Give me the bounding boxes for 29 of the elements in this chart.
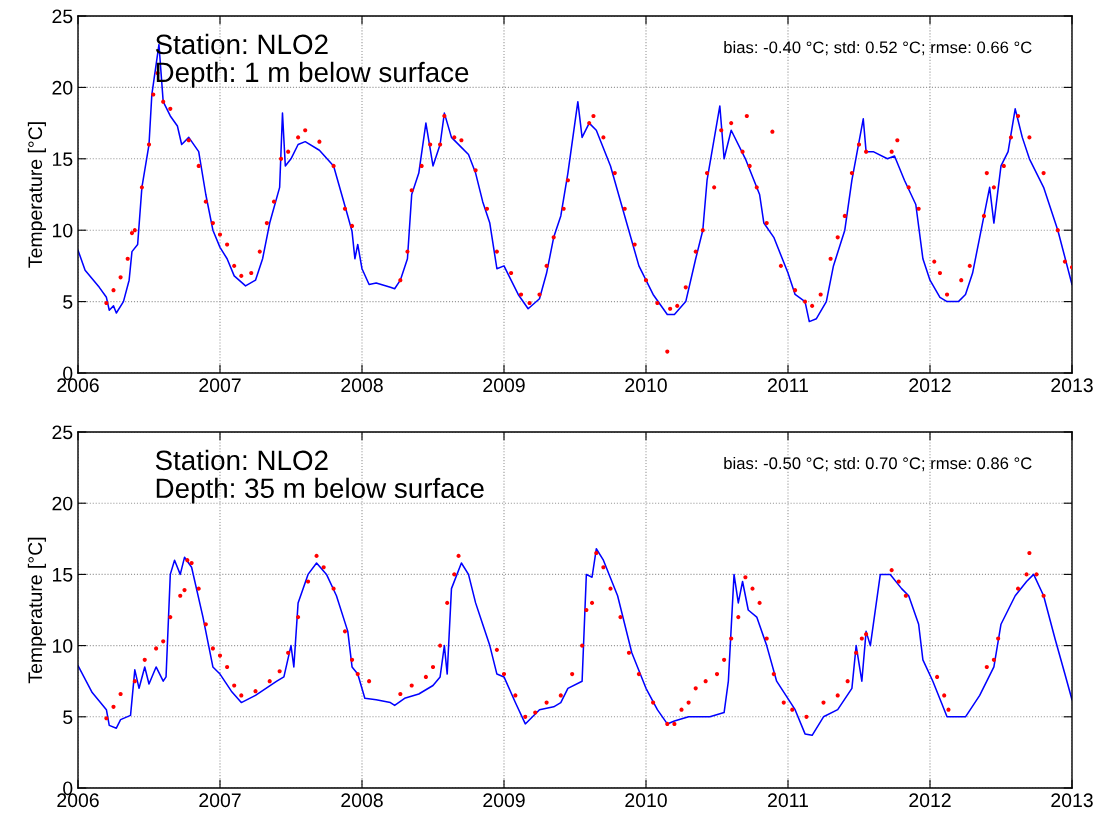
x-tick-label: 2009 bbox=[483, 378, 525, 393]
x-tick-label: 2010 bbox=[625, 378, 667, 393]
y-tick-label: 25 bbox=[52, 425, 73, 440]
x-tick-label: 2011 bbox=[768, 793, 808, 808]
annotation: Station: NLO2 Depth: 35 m below surface bbox=[155, 449, 484, 504]
x-tick-label: 2012 bbox=[909, 378, 951, 393]
y-tick-label: 20 bbox=[52, 80, 73, 95]
y-tick-label: 10 bbox=[53, 639, 73, 653]
y-tick-label: 15 bbox=[53, 152, 73, 167]
y-axis-title: Temperature [°C] bbox=[27, 537, 46, 684]
y-tick-label: 5 bbox=[63, 710, 73, 725]
y-tick-label: 10 bbox=[53, 223, 73, 238]
x-tick-label: 2012 bbox=[909, 793, 951, 808]
x-tick-label: 2007 bbox=[199, 378, 241, 393]
x-tick-label: 2011 bbox=[768, 378, 808, 393]
x-tick-label: 2009 bbox=[483, 793, 525, 808]
annotation: bias: -0.50 °C; std: 0.70 °C; rmse: 0.86 °C bbox=[724, 456, 1032, 472]
y-tick-label: 25 bbox=[52, 9, 73, 24]
x-tick-label: 2013 bbox=[1051, 378, 1093, 393]
y-axis-title: Temperature [°C] bbox=[27, 122, 46, 268]
y-tick-label: 15 bbox=[53, 568, 73, 582]
annotation: bias: -0.40 °C; std: 0.52 °C; rmse: 0.66 °C bbox=[724, 40, 1032, 56]
x-tick-label: 2008 bbox=[341, 793, 383, 808]
y-tick-label: 5 bbox=[63, 295, 73, 309]
x-tick-label: 2013 bbox=[1051, 793, 1093, 808]
x-tick-label: 2007 bbox=[199, 793, 241, 808]
y-tick-label: 20 bbox=[52, 496, 73, 511]
x-tick-label: 2008 bbox=[341, 378, 383, 393]
x-tick-label: 2010 bbox=[625, 793, 667, 808]
